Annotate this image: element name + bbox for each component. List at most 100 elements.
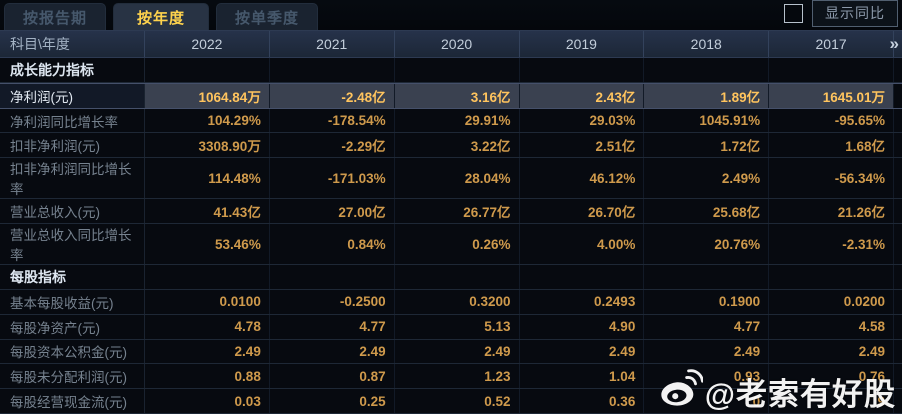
value-cell: 0.36 [520, 389, 645, 413]
year-header: 2018 [644, 31, 770, 57]
value-cell [270, 265, 395, 289]
value-cell: 46.12% [520, 158, 645, 199]
table-body: 成长能力指标 净利润(元) 1064.84万 -2.48亿 3.16亿 2.43亿 1.89… [0, 58, 902, 414]
value-cell: 28.04% [395, 158, 520, 199]
value-cell: 4.78 [145, 314, 270, 339]
value-cell: 1.72亿 [644, 133, 770, 158]
value-cell [520, 58, 645, 82]
value-cell: -2.29亿 [270, 133, 395, 158]
year-header: 2021 [270, 31, 395, 57]
table-row[interactable]: 每股净资产(元) 4.78 4.77 5.13 4.90 4.77 4.58 [0, 314, 902, 340]
table-row[interactable]: 营业总收入同比增长率 53.46% 0.84% 0.26% 4.00% 20.76% -2.… [0, 224, 902, 266]
value-cell: 26.70亿 [520, 199, 645, 224]
value-cell: 3.16亿 [394, 83, 520, 108]
value-cell: 4.77 [644, 314, 770, 339]
table-row[interactable]: 每股未分配利润(元) 0.88 0.87 1.23 1.04 0.93 0.76 [0, 364, 902, 390]
value-cell: 1645.01万 [769, 83, 894, 108]
corner-header: 科目\年度 [0, 31, 145, 57]
value-cell: 0.93 [644, 364, 770, 389]
value-cell: 3.22亿 [395, 133, 520, 158]
row-label: 成长能力指标 [0, 58, 145, 82]
value-cell: 2.43亿 [519, 83, 645, 108]
value-cell: -2.48亿 [269, 83, 395, 108]
value-cell: -56.34% [769, 158, 894, 199]
more-columns-icon[interactable]: » [889, 34, 899, 53]
value-cell: 0.0100 [145, 289, 270, 314]
section-row[interactable]: 成长能力指标 [0, 58, 902, 83]
tab-by-report-period[interactable]: 按报告期 [4, 3, 107, 30]
value-cell: 0 [644, 389, 770, 413]
value-cell: 3308.90万 [145, 133, 270, 158]
row-label: 营业总收入(元) [0, 199, 145, 224]
value-cell: 5.13 [395, 314, 520, 339]
value-cell: 2.49 [395, 339, 520, 364]
value-cell: 21.26亿 [769, 199, 894, 224]
yoy-controls: 显示同比 [784, 0, 898, 30]
value-cell: -95.65% [769, 108, 894, 133]
table-row[interactable]: 扣非净利润(元) 3308.90万 -2.29亿 3.22亿 2.51亿 1.72亿 1.6… [0, 133, 902, 159]
value-cell: 53.46% [145, 224, 270, 265]
tab-by-year[interactable]: 按年度 [113, 3, 210, 30]
value-cell: 1.68亿 [769, 133, 894, 158]
value-cell: 20.76% [644, 224, 770, 265]
value-cell [644, 58, 770, 82]
value-cell [395, 265, 520, 289]
row-label: 净利润(元) [0, 83, 145, 108]
row-label: 营业总收入同比增长率 [0, 224, 145, 265]
row-label: 每股未分配利润(元) [0, 364, 145, 389]
year-header: 2019 [520, 31, 645, 57]
value-cell: 0.52 [395, 389, 520, 413]
table-row[interactable]: 净利润(元) 1064.84万 -2.48亿 3.16亿 2.43亿 1.89亿 1645.… [0, 82, 902, 109]
value-cell: 4.00% [520, 224, 645, 265]
value-cell: 1.23 [395, 364, 520, 389]
value-cell: 9 [769, 389, 894, 413]
year-header: 2017 [769, 31, 894, 57]
period-tabbar: 按报告期 按年度 按单季度 显示同比 [0, 0, 902, 30]
value-cell [769, 58, 894, 82]
table-row[interactable]: 净利润同比增长率 104.29% -178.54% 29.91% 29.03% 1045.… [0, 108, 902, 134]
value-cell: 0.26% [395, 224, 520, 265]
table-row[interactable]: 营业总收入(元) 41.43亿 27.00亿 26.77亿 26.70亿 25.68亿 21… [0, 199, 902, 225]
value-cell: 2.49 [644, 339, 770, 364]
value-cell: 0.3200 [395, 289, 520, 314]
value-cell [145, 265, 270, 289]
table-row[interactable]: 基本每股收益(元) 0.0100 -0.2500 0.3200 0.2493 0.1900… [0, 289, 902, 315]
value-cell: 0.25 [270, 389, 395, 413]
section-row[interactable]: 每股指标 [0, 265, 902, 290]
row-label: 扣非净利润(元) [0, 133, 145, 158]
value-cell: -171.03% [270, 158, 395, 199]
value-cell: 0.88 [145, 364, 270, 389]
value-cell: 0.0200 [769, 289, 894, 314]
value-cell: 2.49% [644, 158, 770, 199]
value-cell: 27.00亿 [270, 199, 395, 224]
table-row[interactable]: 每股经营现金流(元) 0.03 0.25 0.52 0.36 0 9 [0, 389, 902, 414]
value-cell: 41.43亿 [145, 199, 270, 224]
show-yoy-checkbox[interactable] [784, 4, 803, 23]
value-cell: 25.68亿 [644, 199, 770, 224]
value-cell: -0.2500 [270, 289, 395, 314]
value-cell: 2.51亿 [520, 133, 645, 158]
value-cell: 0.2493 [520, 289, 645, 314]
show-yoy-button[interactable]: 显示同比 [812, 0, 898, 27]
year-header: 2020 [395, 31, 520, 57]
row-label: 每股指标 [0, 265, 145, 289]
row-label: 基本每股收益(元) [0, 289, 145, 314]
value-cell: 0.03 [145, 389, 270, 413]
value-cell: 2.49 [520, 339, 645, 364]
value-cell: 2.49 [270, 339, 395, 364]
value-cell [769, 265, 894, 289]
tab-by-single-quarter[interactable]: 按单季度 [216, 3, 319, 30]
value-cell: 4.90 [520, 314, 645, 339]
value-cell [145, 58, 270, 82]
value-cell: 2.49 [769, 339, 894, 364]
value-cell: 114.48% [145, 158, 270, 199]
value-cell: 2.49 [145, 339, 270, 364]
value-cell: 0.76 [769, 364, 894, 389]
value-cell [270, 58, 395, 82]
value-cell [395, 58, 520, 82]
value-cell: 1.89亿 [644, 83, 770, 108]
row-label: 每股净资产(元) [0, 314, 145, 339]
table-row[interactable]: 扣非净利润同比增长率 114.48% -171.03% 28.04% 46.12% 2.4… [0, 158, 902, 200]
table-row[interactable]: 每股资本公积金(元) 2.49 2.49 2.49 2.49 2.49 2.49 [0, 339, 902, 365]
